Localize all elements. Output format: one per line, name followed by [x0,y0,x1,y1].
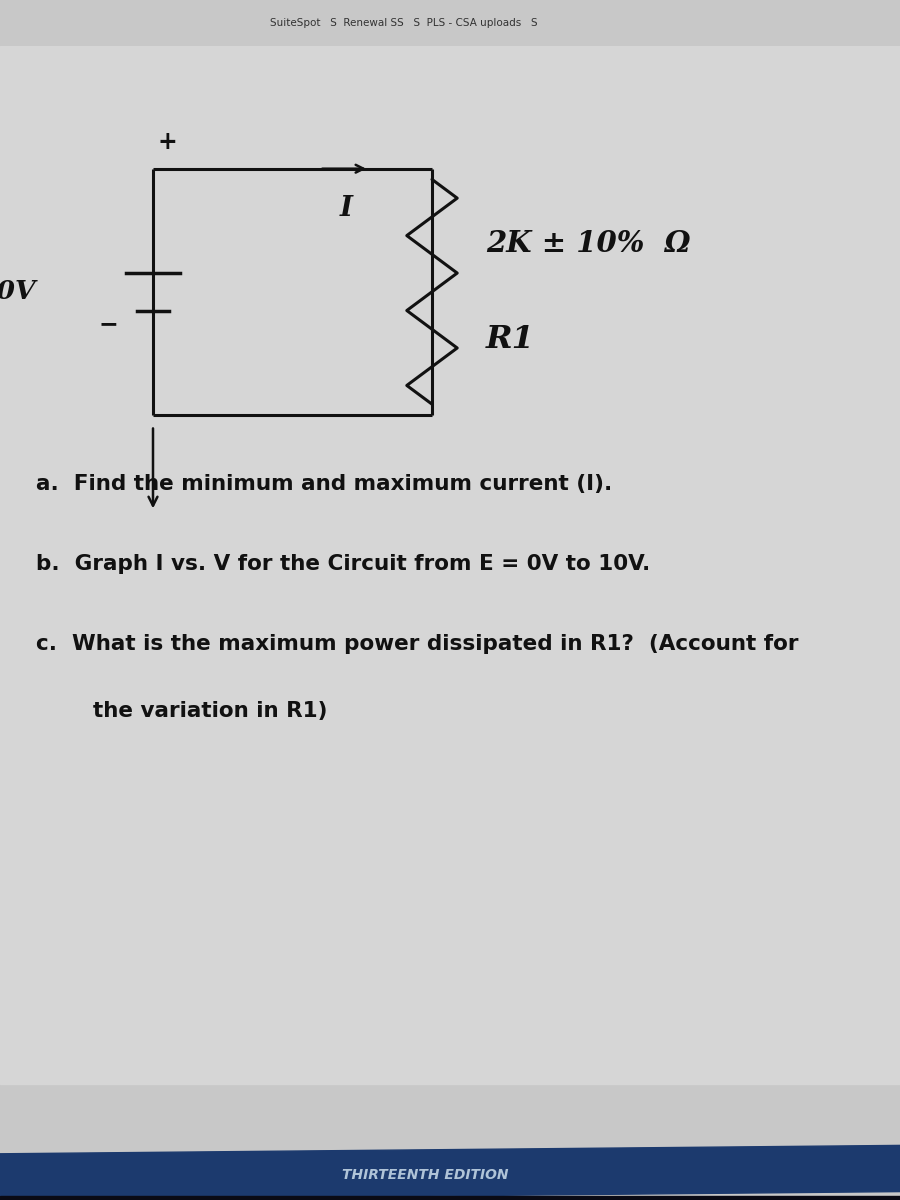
Text: I: I [340,196,353,222]
Bar [0,1195,900,1200]
Text: R1: R1 [486,324,535,355]
Text: THIRTEENTH EDITION: THIRTEENTH EDITION [342,1168,508,1182]
Text: 2K ± 10%  Ω: 2K ± 10% Ω [486,229,690,258]
Text: c.  What is the maximum power dissipated in R1?  (Account for: c. What is the maximum power dissipated … [36,635,798,654]
Text: −: − [98,312,118,336]
Text: E=10V: E=10V [0,280,36,305]
Text: b.  Graph I vs. V for the Circuit from E = 0V to 10V.: b. Graph I vs. V for the Circuit from E … [36,554,650,574]
Text: the variation in R1): the variation in R1) [63,701,328,721]
Text: +: + [158,130,177,154]
Text: SuiteSpot   S  Renewal SS   S  PLS - CSA uploads   S: SuiteSpot S Renewal SS S PLS - CSA uploa… [270,18,537,28]
Bar [0,1116,900,1154]
Polygon shape [0,1145,900,1200]
Text: a.  Find the minimum and maximum current (I).: a. Find the minimum and maximum current … [36,474,612,493]
